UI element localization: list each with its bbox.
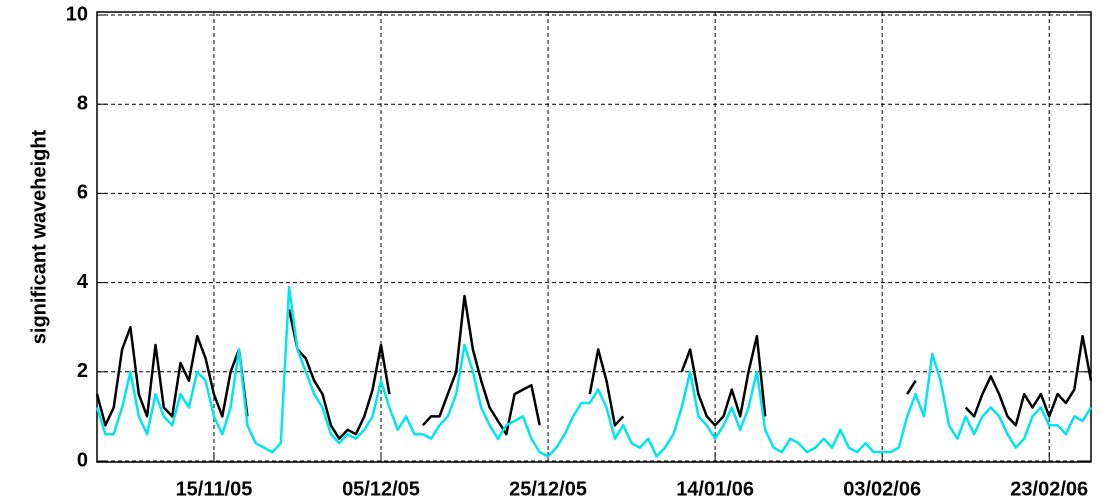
x-tick-label: 15/11/05 (176, 478, 253, 500)
y-tick-label: 4 (77, 271, 89, 293)
x-tick-label: 03/02/06 (843, 478, 921, 500)
y-axis-label: significant waveheight (28, 129, 50, 344)
plot-frame (96, 11, 1092, 463)
x-tick-label: 25/12/05 (509, 478, 587, 500)
series-line (287, 309, 391, 440)
series-line (680, 334, 767, 427)
y-tick-label: 2 (77, 360, 88, 382)
series-line (906, 380, 917, 395)
y-tick-label: 6 (77, 182, 88, 204)
x-tick-label: 05/12/05 (342, 478, 420, 500)
y-tick-label: 8 (77, 92, 88, 114)
x-tick-label: 23/02/06 (1010, 478, 1088, 500)
series-line (95, 285, 1093, 458)
y-tick-label: 0 (77, 449, 88, 471)
y-tick-label: 10 (66, 3, 88, 25)
series-line (964, 334, 1093, 427)
x-tick-label: 14/01/06 (676, 478, 754, 500)
series-line (421, 294, 541, 436)
series-line (95, 325, 249, 427)
series-line (588, 348, 625, 427)
